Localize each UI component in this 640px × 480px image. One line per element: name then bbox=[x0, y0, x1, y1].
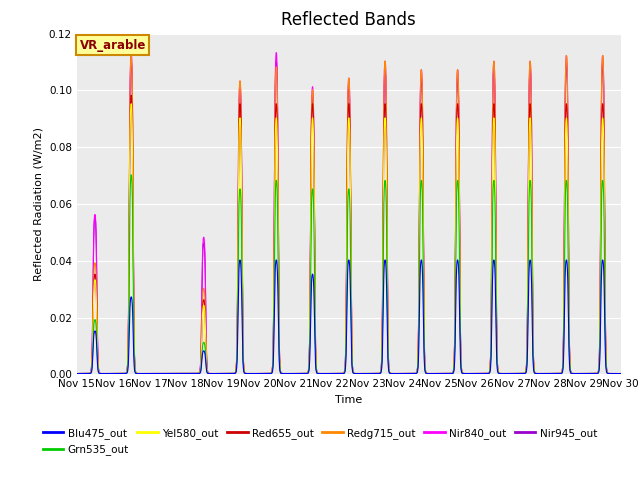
Line: Nir945_out: Nir945_out bbox=[77, 61, 621, 373]
Nir840_out bbox=[548, 371, 556, 376]
Redg715_out bbox=[282, 371, 290, 376]
Yel580_out bbox=[305, 353, 313, 359]
Grn535_out bbox=[607, 371, 614, 376]
Nir945_out bbox=[305, 351, 313, 357]
Nir840_out bbox=[127, 50, 135, 56]
Yel580_out bbox=[168, 371, 175, 376]
Red655_out bbox=[617, 371, 625, 376]
Red655_out bbox=[73, 371, 81, 376]
Nir840_out bbox=[305, 351, 313, 357]
Blu475_out bbox=[617, 371, 625, 376]
Yel580_out bbox=[148, 371, 156, 376]
Grn535_out bbox=[305, 358, 313, 364]
Nir945_out bbox=[607, 371, 614, 376]
Redg715_out bbox=[135, 371, 143, 376]
Nir840_out bbox=[282, 371, 290, 376]
Grn535_out bbox=[617, 371, 625, 376]
Yel580_out bbox=[617, 371, 625, 376]
Grn535_out bbox=[135, 371, 143, 376]
Legend: Blu475_out, Grn535_out, Yel580_out, Red655_out, Redg715_out, Nir840_out, Nir945_: Blu475_out, Grn535_out, Yel580_out, Red6… bbox=[38, 424, 601, 459]
Nir945_out bbox=[135, 371, 143, 376]
Blu475_out bbox=[548, 371, 556, 376]
Nir945_out bbox=[617, 371, 625, 376]
Line: Red655_out: Red655_out bbox=[77, 95, 621, 373]
Nir840_out bbox=[135, 371, 143, 376]
Red655_out bbox=[135, 371, 143, 376]
Line: Blu475_out: Blu475_out bbox=[77, 260, 621, 373]
Blu475_out bbox=[305, 364, 313, 370]
Line: Grn535_out: Grn535_out bbox=[77, 175, 621, 373]
Redg715_out bbox=[127, 53, 135, 59]
Yel580_out bbox=[73, 371, 81, 376]
Red655_out bbox=[148, 371, 156, 376]
Line: Yel580_out: Yel580_out bbox=[77, 104, 621, 373]
X-axis label: Time: Time bbox=[335, 395, 362, 405]
Nir840_out bbox=[149, 371, 157, 376]
Nir945_out bbox=[282, 371, 290, 376]
Yel580_out bbox=[282, 371, 290, 376]
Redg715_out bbox=[73, 371, 81, 376]
Red655_out bbox=[127, 92, 135, 98]
Blu475_out bbox=[135, 371, 143, 376]
Redg715_out bbox=[149, 371, 157, 376]
Grn535_out bbox=[548, 371, 556, 376]
Text: VR_arable: VR_arable bbox=[79, 39, 146, 52]
Yel580_out bbox=[548, 371, 556, 376]
Blu475_out bbox=[168, 371, 175, 376]
Grn535_out bbox=[168, 371, 175, 376]
Grn535_out bbox=[127, 172, 135, 178]
Blu475_out bbox=[607, 371, 614, 376]
Nir945_out bbox=[73, 371, 81, 376]
Grn535_out bbox=[148, 371, 156, 376]
Grn535_out bbox=[73, 371, 81, 376]
Redg715_out bbox=[617, 371, 625, 376]
Yel580_out bbox=[127, 101, 135, 107]
Yel580_out bbox=[607, 371, 614, 376]
Grn535_out bbox=[282, 371, 290, 376]
Line: Nir840_out: Nir840_out bbox=[77, 53, 621, 373]
Blu475_out bbox=[73, 371, 81, 376]
Blu475_out bbox=[148, 371, 156, 376]
Nir840_out bbox=[73, 371, 81, 376]
Blu475_out bbox=[282, 371, 290, 376]
Redg715_out bbox=[607, 371, 614, 376]
Nir840_out bbox=[617, 371, 625, 376]
Nir945_out bbox=[168, 371, 175, 376]
Line: Redg715_out: Redg715_out bbox=[77, 56, 621, 373]
Red655_out bbox=[548, 371, 556, 376]
Title: Reflected Bands: Reflected Bands bbox=[282, 11, 416, 29]
Nir840_out bbox=[607, 371, 614, 376]
Redg715_out bbox=[305, 351, 313, 357]
Red655_out bbox=[282, 371, 290, 376]
Y-axis label: Reflected Radiation (W/m2): Reflected Radiation (W/m2) bbox=[33, 127, 44, 281]
Redg715_out bbox=[548, 371, 556, 376]
Blu475_out bbox=[236, 257, 244, 263]
Yel580_out bbox=[135, 371, 143, 376]
Red655_out bbox=[168, 371, 175, 376]
Nir945_out bbox=[149, 371, 157, 376]
Red655_out bbox=[607, 371, 614, 376]
Nir840_out bbox=[168, 371, 175, 376]
Red655_out bbox=[305, 352, 313, 358]
Nir945_out bbox=[548, 371, 556, 376]
Redg715_out bbox=[168, 371, 175, 376]
Nir945_out bbox=[127, 58, 135, 64]
